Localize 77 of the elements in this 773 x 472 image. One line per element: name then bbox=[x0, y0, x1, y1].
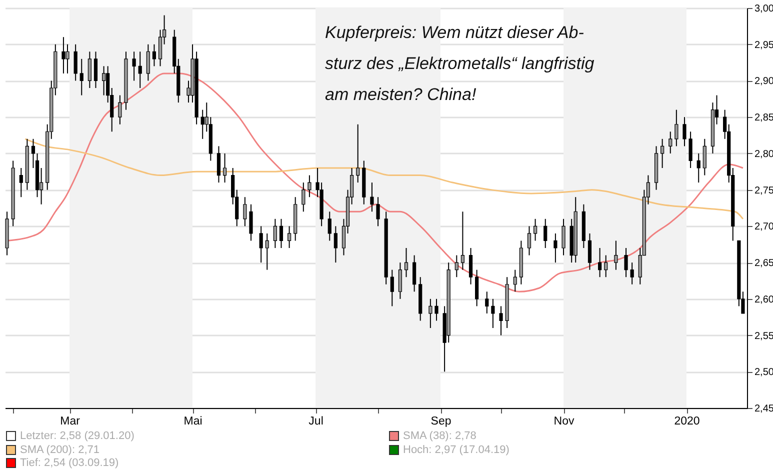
candlestick bbox=[702, 138, 706, 176]
candlestick bbox=[66, 44, 70, 74]
legend-label: SMA (200): 2,71 bbox=[20, 444, 100, 456]
candlestick bbox=[356, 124, 360, 184]
candlestick bbox=[475, 269, 479, 307]
candlestick bbox=[412, 254, 416, 292]
candlestick bbox=[370, 182, 374, 212]
candlestick bbox=[562, 218, 566, 256]
candlestick bbox=[688, 131, 692, 168]
x-tick-label: Jul bbox=[308, 416, 324, 428]
candlestick bbox=[491, 298, 495, 328]
candlestick bbox=[249, 204, 253, 242]
candlestick bbox=[138, 51, 142, 88]
candlestick bbox=[102, 66, 106, 96]
candlestick bbox=[259, 226, 263, 264]
candlestick bbox=[513, 269, 517, 292]
candlestick bbox=[404, 248, 408, 278]
candlestick bbox=[696, 152, 700, 184]
line-series bbox=[24, 138, 744, 220]
candlestick bbox=[118, 94, 122, 125]
candlestick bbox=[428, 298, 432, 328]
x-tick-label: Sep bbox=[430, 416, 452, 428]
candlestick bbox=[485, 291, 489, 314]
candlestick bbox=[674, 109, 678, 147]
candlestick bbox=[94, 51, 98, 88]
candlestick bbox=[454, 254, 458, 278]
candlestick bbox=[265, 232, 269, 270]
candlestick bbox=[74, 44, 78, 82]
candlestick bbox=[460, 211, 464, 270]
candlestick bbox=[158, 29, 162, 67]
candlestick bbox=[222, 152, 227, 184]
candlestick bbox=[88, 51, 92, 88]
candlestick bbox=[544, 218, 548, 248]
candlestick bbox=[328, 211, 332, 242]
candlestick bbox=[527, 226, 532, 256]
candlestick bbox=[614, 240, 618, 270]
candlestick bbox=[216, 146, 221, 184]
candlestick bbox=[279, 218, 284, 248]
candlestick bbox=[146, 44, 150, 82]
candlestick bbox=[434, 298, 438, 322]
legend-label: SMA (38): 2,78 bbox=[403, 430, 476, 442]
candlestick bbox=[376, 196, 380, 227]
candlestick bbox=[31, 138, 36, 168]
candlestick bbox=[302, 182, 306, 212]
x-tick-label: Nov bbox=[554, 416, 574, 428]
candlestick bbox=[200, 109, 204, 140]
candlestick bbox=[273, 218, 277, 248]
candlestick bbox=[132, 51, 136, 82]
candlestick bbox=[604, 254, 608, 278]
candlestick bbox=[288, 226, 292, 248]
candlestick bbox=[598, 248, 602, 278]
text: Kupferpreis: Wem nützt dieser Ab- sturz des „Elektrometalls“ langfristig am meisten? China! bbox=[325, 23, 595, 104]
candlestick bbox=[398, 262, 402, 300]
candlestick bbox=[468, 248, 473, 285]
candlestick bbox=[660, 138, 664, 168]
text: Tief: 2,54 (03.09.19) bbox=[20, 457, 119, 469]
candlestick bbox=[152, 44, 156, 67]
x-tick-label: Mar bbox=[60, 416, 80, 428]
x-tick-label: 2020 bbox=[674, 416, 700, 428]
candlestick bbox=[533, 218, 538, 242]
candlestick bbox=[624, 248, 628, 278]
candlestick bbox=[62, 36, 66, 74]
candlestick bbox=[334, 226, 338, 264]
candlestick bbox=[80, 58, 84, 96]
text: Hoch: 2,97 (17.04.19) bbox=[403, 444, 510, 456]
text: Letzter: 2,58 (29.01.20) bbox=[20, 430, 134, 442]
candlestick bbox=[243, 196, 247, 227]
candlestick bbox=[308, 174, 312, 198]
candlestick bbox=[588, 232, 592, 270]
candlestick bbox=[668, 131, 672, 154]
candlestick bbox=[390, 269, 394, 307]
candlestick bbox=[630, 262, 634, 285]
candlestick bbox=[499, 306, 503, 336]
candlestick bbox=[554, 232, 558, 264]
candlestick bbox=[19, 168, 23, 198]
x-tick-label: Mai bbox=[184, 416, 202, 428]
candlestick bbox=[682, 116, 686, 147]
